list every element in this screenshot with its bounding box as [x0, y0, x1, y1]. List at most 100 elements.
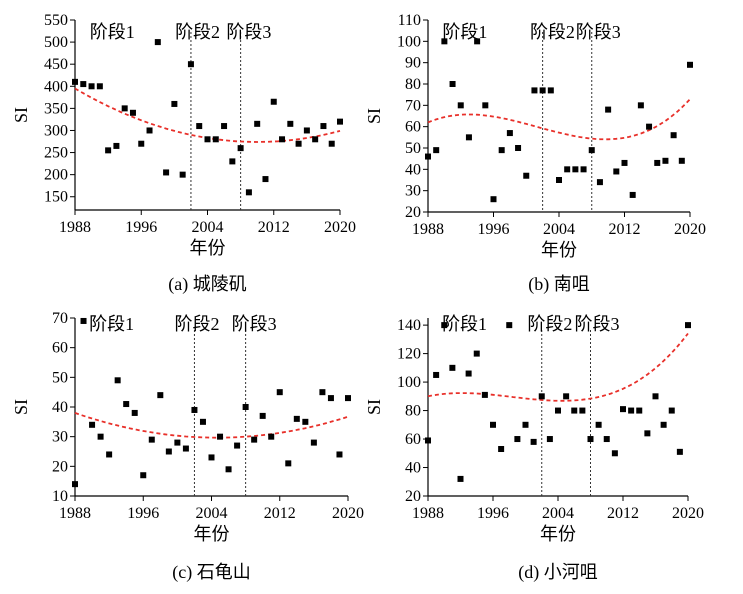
panel-caption: (c) 石龟山 [172, 562, 250, 583]
x-tick-label: 2004 [542, 505, 574, 522]
x-tick-label: 1996 [477, 505, 509, 522]
x-tick-label: 2012 [258, 219, 290, 236]
data-point [514, 436, 521, 443]
data-point [199, 418, 206, 425]
x-tick-label: 2020 [672, 505, 704, 522]
y-tick-label: 40 [405, 161, 421, 178]
x-tick-label: 2012 [264, 505, 296, 522]
data-point [270, 98, 277, 105]
data-point [595, 421, 602, 428]
data-point [234, 442, 241, 449]
data-point [303, 127, 310, 134]
data-point [312, 136, 319, 143]
x-tick-label: 2012 [607, 505, 639, 522]
stage-label: 阶段3 [575, 314, 620, 334]
data-point [106, 451, 113, 458]
y-tick-label: 350 [44, 100, 68, 117]
x-axis-title: 年份 [190, 238, 226, 258]
y-tick-label: 110 [398, 12, 421, 29]
data-point [259, 412, 266, 419]
data-point [473, 350, 480, 357]
data-point [245, 189, 252, 196]
y-tick-label: 250 [44, 145, 68, 162]
data-point [229, 158, 236, 165]
y-tick-label: 500 [44, 34, 68, 51]
panel-caption: (b) 南咀 [528, 274, 590, 295]
data-point [490, 196, 497, 203]
data-point [212, 136, 219, 143]
y-tick-label: 70 [405, 97, 421, 114]
data-point [629, 191, 636, 198]
y-tick-label: 80 [405, 403, 421, 420]
data-point [89, 421, 96, 428]
data-point [441, 38, 448, 45]
data-point [572, 166, 579, 173]
data-point [644, 430, 651, 437]
data-point [539, 87, 546, 94]
y-tick-label: 20 [405, 204, 421, 221]
panel-1: 150 200 250 300 350 400 450 500 550 1988 1996 2004 2… [11, 12, 356, 295]
data-point [138, 140, 145, 147]
data-point [174, 439, 181, 446]
x-tick-label: 1988 [412, 221, 444, 238]
x-tick-label: 1996 [127, 505, 159, 522]
y-tick-label: 400 [44, 78, 68, 95]
data-point [302, 418, 309, 425]
data-point [320, 123, 327, 130]
data-point [654, 159, 661, 166]
y-axis-title: SI [364, 399, 384, 415]
y-tick-label: 30 [405, 183, 421, 200]
panel-3: 10 20 30 40 50 60 70 1988 1996 2004 2012 2020 年份 SI 阶段… [11, 310, 364, 583]
data-point [620, 406, 626, 413]
data-point [295, 140, 302, 147]
x-axis-title: 年份 [194, 524, 230, 544]
y-tick-label: 60 [405, 119, 421, 136]
data-point [146, 127, 153, 134]
data-point [490, 421, 496, 428]
data-point [191, 406, 198, 413]
data-point [646, 123, 653, 130]
data-point [449, 81, 456, 87]
y-tick-label: 100 [397, 374, 421, 391]
stage-label: 阶段2 [527, 314, 572, 334]
y-tick-label: 120 [397, 346, 421, 363]
y-tick-label: 450 [44, 56, 68, 73]
data-point [163, 169, 170, 176]
data-point [481, 391, 488, 398]
data-point [140, 472, 147, 479]
data-point [628, 407, 635, 414]
data-point [72, 78, 78, 85]
data-point [123, 401, 130, 408]
stage-label: 阶段3 [576, 22, 621, 42]
data-point [204, 136, 211, 143]
data-point [579, 407, 586, 414]
y-tick-label: 550 [44, 12, 68, 29]
data-point [310, 439, 317, 446]
data-point [242, 404, 249, 410]
data-point [345, 395, 351, 402]
data-point [165, 448, 172, 455]
data-point [131, 409, 138, 416]
data-point [88, 83, 95, 90]
data-point [563, 393, 570, 400]
y-axis-title: SI [364, 108, 384, 124]
data-point [425, 153, 431, 160]
data-point [506, 130, 513, 137]
data-point [498, 147, 505, 154]
data-point [293, 415, 300, 422]
data-point [319, 389, 326, 396]
data-point [121, 105, 128, 112]
y-tick-label: 50 [405, 140, 421, 157]
data-point [179, 171, 186, 178]
data-point [268, 433, 275, 440]
stage-label: 阶段2 [174, 314, 219, 334]
data-point [547, 87, 554, 94]
data-point [154, 39, 161, 46]
data-point [129, 109, 136, 116]
data-point [571, 407, 578, 414]
y-tick-label: 20 [52, 458, 68, 475]
data-point [652, 393, 659, 400]
data-point [187, 61, 194, 68]
data-point [157, 392, 164, 399]
y-axis-title: SI [11, 107, 31, 123]
